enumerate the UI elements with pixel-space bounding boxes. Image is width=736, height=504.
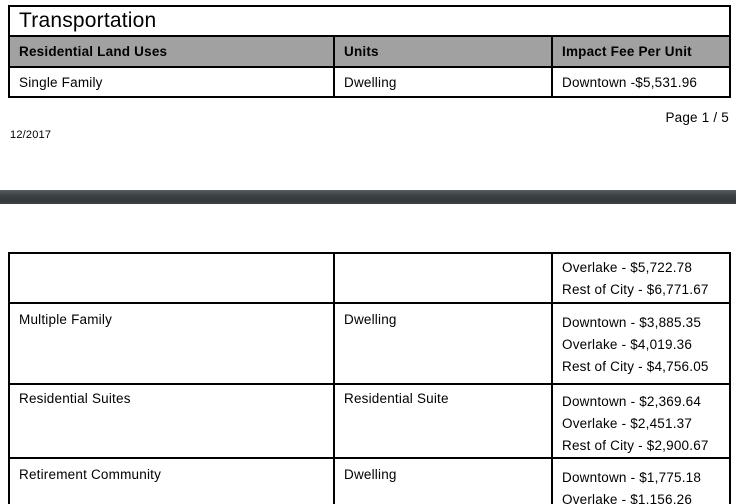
fee-line: Overlake - $2,451.37 xyxy=(562,416,693,431)
fee-line: Rest of City - $4,756.05 xyxy=(562,359,709,374)
table-row-multiple-family: Multiple Family Dwelling Downtown - $3,8… xyxy=(8,302,731,385)
cell-units: Dwelling xyxy=(333,302,553,385)
cell-units: Dwelling xyxy=(333,66,553,98)
column-header-residential-land-uses: Residential Land Uses xyxy=(8,35,335,68)
table-row-single-family: Single Family Dwelling Downtown -$5,531.… xyxy=(8,66,732,98)
fee-line: Overlake - $1,156.26 xyxy=(562,492,693,504)
cell-land-use: Multiple Family xyxy=(8,302,335,385)
cell-units: Dwelling xyxy=(333,457,553,504)
cell-land-use: Residential Suites xyxy=(8,383,335,459)
table-title: Transportation xyxy=(7,5,732,37)
page-separator-bar xyxy=(0,190,736,204)
column-header-units: Units xyxy=(333,35,553,68)
cell-units: Residential Suite xyxy=(333,383,553,459)
table-row-continued: Overlake - $5,722.78 Rest of City - $6,7… xyxy=(8,252,731,304)
page-number: Page 1 / 5 xyxy=(665,110,729,125)
impact-fee-table-page2: Overlake - $5,722.78 Rest of City - $6,7… xyxy=(8,252,731,504)
table-row-retirement-community: Retirement Community Dwelling Downtown -… xyxy=(8,457,731,504)
table-title-row: Transportation xyxy=(7,5,732,37)
cell-units xyxy=(333,252,553,304)
fee-line: Overlake - $5,722.78 xyxy=(562,260,693,275)
cell-impact-fee: Overlake - $5,722.78 Rest of City - $6,7… xyxy=(551,252,731,304)
cell-impact-fee: Downtown -$5,531.96 xyxy=(550,66,732,98)
column-header-impact-fee-per-unit: Impact Fee Per Unit xyxy=(550,35,732,68)
table-header-row: Residential Land Uses Units Impact Fee P… xyxy=(8,35,732,68)
fee-line: Rest of City - $6,771.67 xyxy=(562,282,709,297)
cell-impact-fee: Downtown - $3,885.35 Overlake - $4,019.3… xyxy=(551,302,731,385)
fee-line: Downtown - $1,775.18 xyxy=(562,470,702,485)
cell-land-use: Retirement Community xyxy=(8,457,335,504)
fee-line: Downtown - $2,369.64 xyxy=(562,394,702,409)
cell-land-use: Single Family xyxy=(8,66,335,98)
table-row-residential-suites: Residential Suites Residential Suite Dow… xyxy=(8,383,731,459)
fee-line: Overlake - $4,019.36 xyxy=(562,337,693,352)
cell-impact-fee: Downtown - $1,775.18 Overlake - $1,156.2… xyxy=(551,457,731,504)
cell-impact-fee: Downtown - $2,369.64 Overlake - $2,451.3… xyxy=(551,383,731,459)
cell-land-use xyxy=(8,252,335,304)
date-stamp: 12/2017 xyxy=(10,129,52,141)
fee-line: Rest of City - $2,900.67 xyxy=(562,438,709,453)
fee-line: Downtown - $3,885.35 xyxy=(562,315,702,330)
impact-fee-table-page1: Transportation Residential Land Uses Uni… xyxy=(7,5,732,98)
